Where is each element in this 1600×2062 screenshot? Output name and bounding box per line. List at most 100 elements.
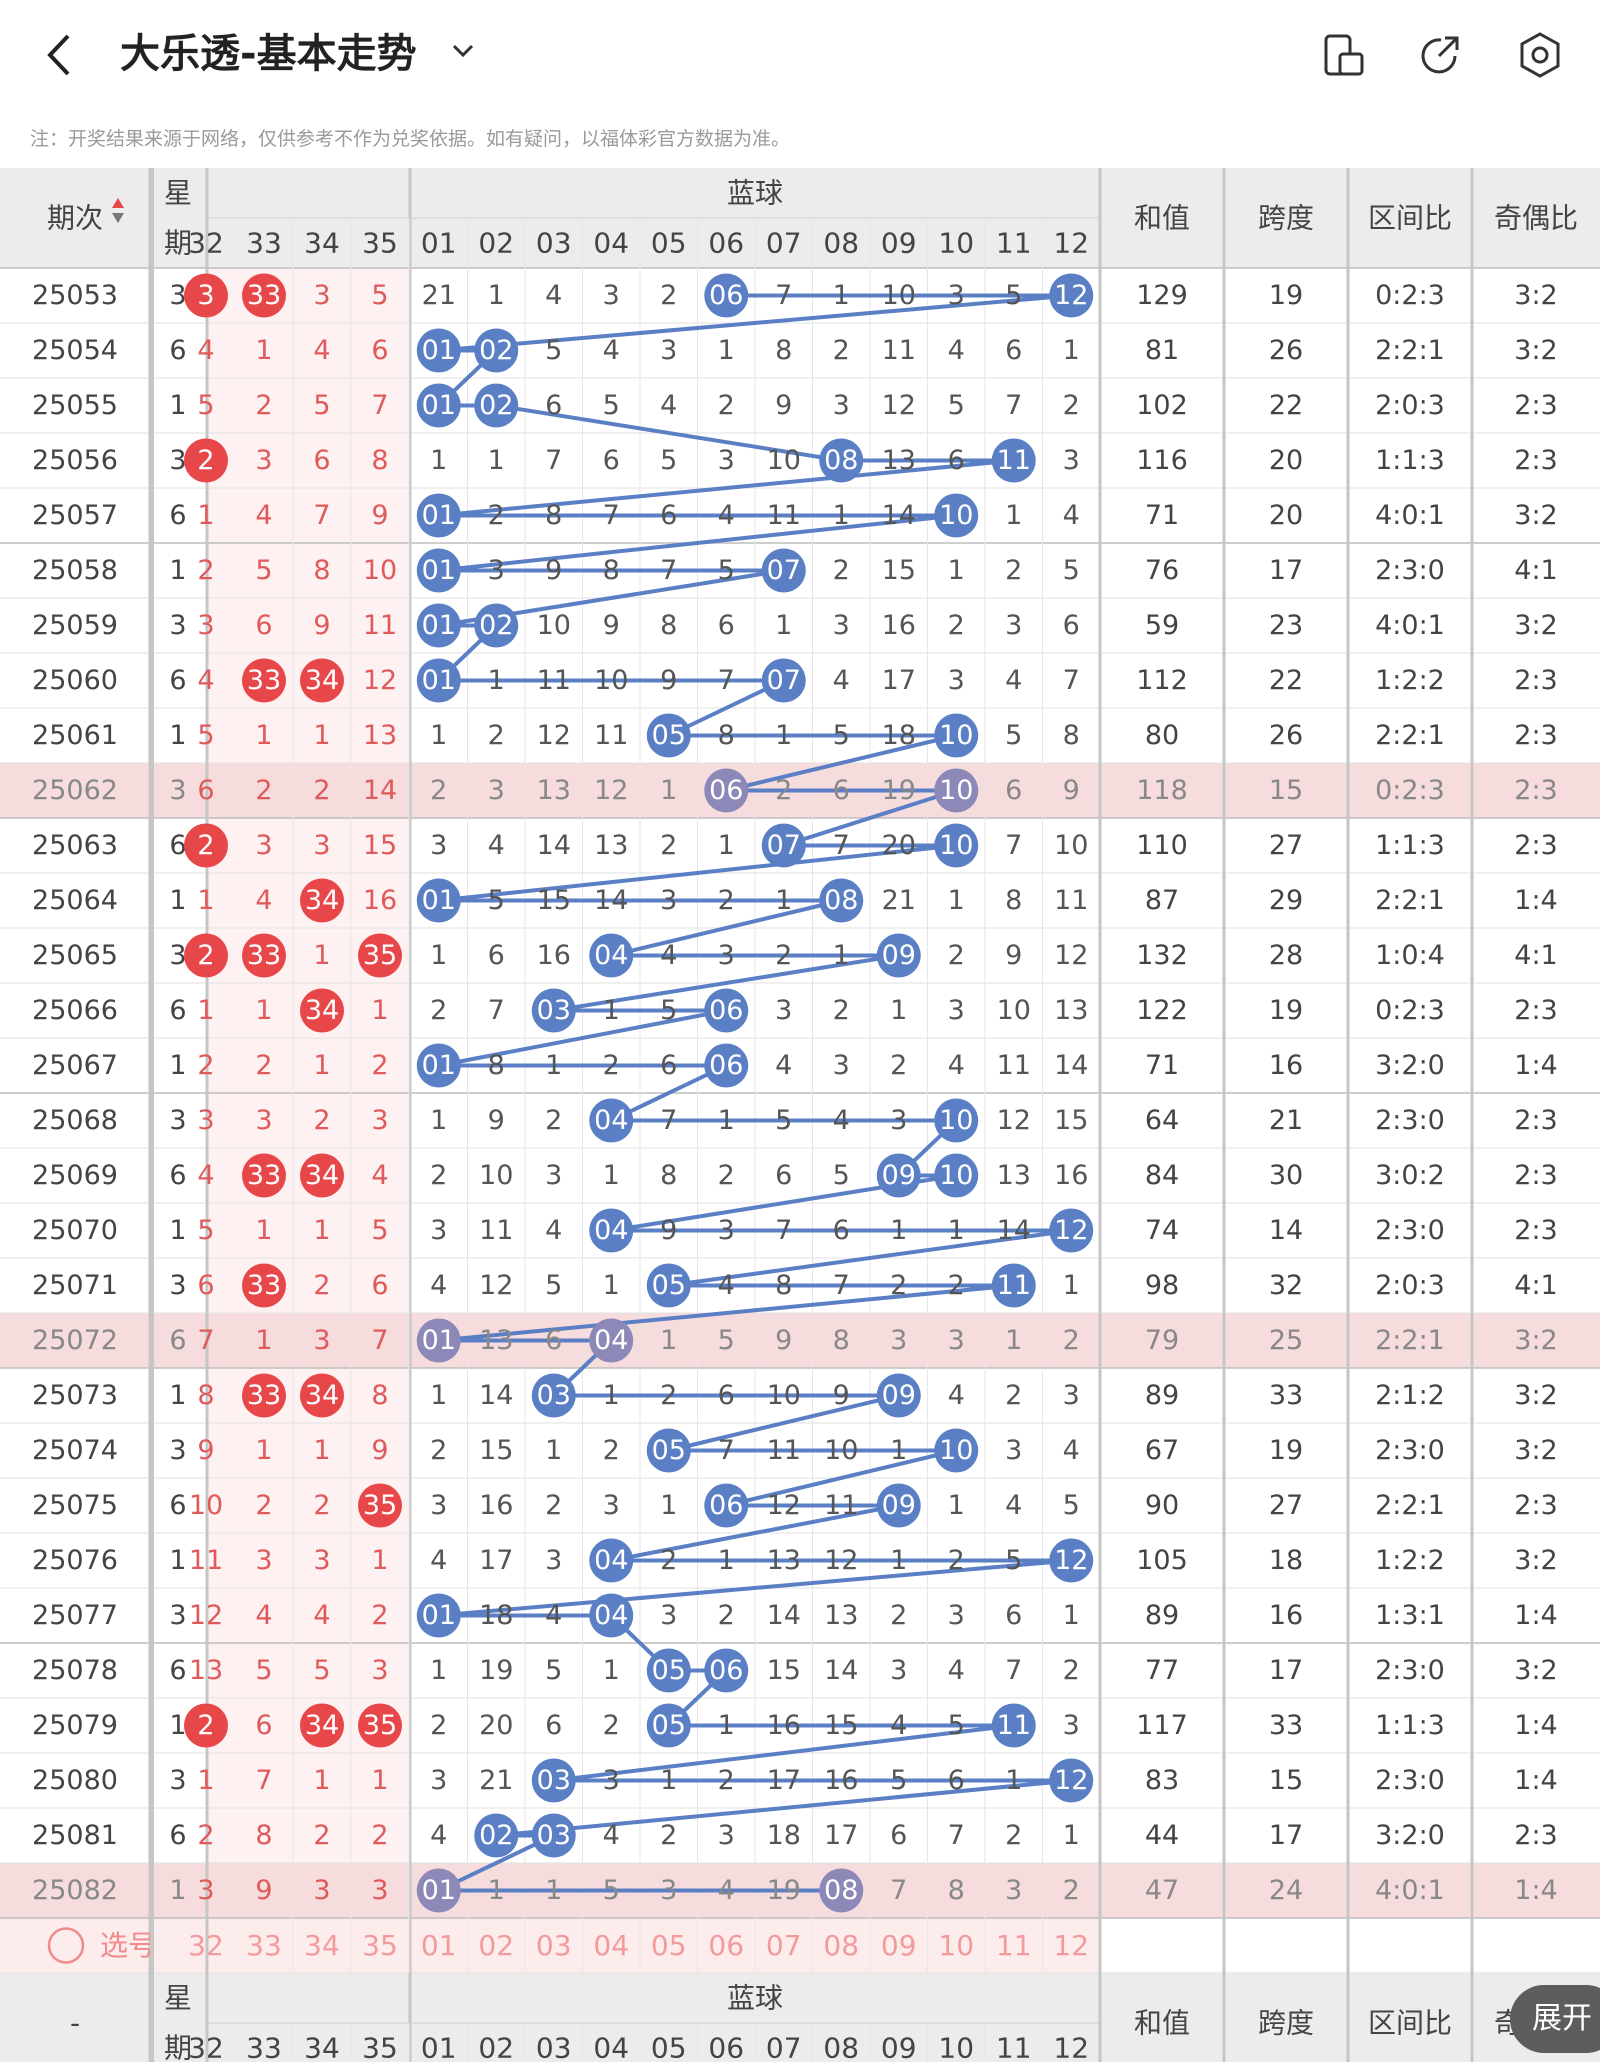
blue-ball: [704, 1483, 749, 1528]
select-blue-number[interactable]: 06: [708, 1929, 744, 1962]
weekday-cell: 6: [169, 500, 186, 531]
blue-ball: [819, 1868, 864, 1913]
sort-down-icon[interactable]: [112, 213, 124, 223]
front-cell: 3: [197, 1105, 214, 1136]
blue-cell: 4: [775, 1050, 792, 1081]
settings-button[interactable]: [1515, 30, 1565, 80]
blue-cell: 4: [430, 1820, 447, 1851]
blue-cell: 3: [833, 610, 850, 641]
blue-cell: 9: [660, 1215, 677, 1246]
blue-ball: [646, 1648, 691, 1693]
page-title[interactable]: 大乐透-基本走势: [120, 31, 417, 77]
select-blue-number[interactable]: 03: [536, 1929, 572, 1962]
table-row[interactable]: [0, 1313, 1600, 1368]
select-row[interactable]: [0, 1918, 1100, 1973]
front-cell: 4: [255, 1600, 272, 1631]
select-blue-number[interactable]: 01: [421, 1929, 457, 1962]
sum-cell: 47: [1145, 1875, 1179, 1906]
sort-up-icon[interactable]: [112, 198, 124, 208]
odd-even-cell: 2:3: [1514, 830, 1557, 861]
blue-cell: 3: [833, 390, 850, 421]
select-front-number[interactable]: 32: [188, 1929, 224, 1962]
blue-ball-number: 09: [882, 1160, 916, 1191]
expand-button[interactable]: 展开: [1510, 1985, 1600, 2053]
blue-cell: 2: [775, 775, 792, 806]
weekday-cell: 6: [169, 830, 186, 861]
zone-ratio-cell: 2:2:1: [1375, 720, 1445, 751]
blue-ball-number: 01: [422, 1875, 456, 1906]
blue-number-header: 09: [881, 227, 917, 260]
blue-cell: 7: [1005, 390, 1022, 421]
blue-cell: 6: [545, 1710, 562, 1741]
share-button[interactable]: [1415, 30, 1465, 80]
select-blue-number[interactable]: 12: [1053, 1929, 1089, 1962]
select-blue-number[interactable]: 11: [996, 1929, 1032, 1962]
red-ball: [300, 1153, 344, 1198]
front-cell: 4: [313, 1600, 330, 1631]
title-dropdown[interactable]: [450, 38, 476, 64]
front-number-header: 35: [362, 2032, 398, 2062]
blue-cell: 19: [479, 1655, 513, 1686]
blue-cell: 5: [1063, 1490, 1080, 1521]
blue-cell: 3: [890, 1105, 907, 1136]
select-blue-number[interactable]: 09: [881, 1929, 917, 1962]
odd-even-cell: 2:3: [1514, 1105, 1557, 1136]
period-cell: 25066: [32, 995, 118, 1026]
blue-number-header: 09: [881, 2032, 917, 2062]
blue-cell: 7: [545, 445, 562, 476]
zone-ratio-cell: 1:1:3: [1375, 830, 1445, 861]
weekday-cell: 3: [169, 1600, 186, 1631]
blue-number-header: 12: [1053, 2032, 1089, 2062]
select-front-number[interactable]: 33: [246, 1929, 282, 1962]
blue-ball: [819, 878, 864, 923]
front-zone-bg: [207, 708, 410, 763]
blue-ball: [416, 658, 461, 703]
front-cell: 2: [197, 555, 214, 586]
blue-cell: 3: [1005, 1875, 1022, 1906]
period-cell: 25075: [32, 1490, 118, 1521]
blue-cell: 4: [948, 1655, 965, 1686]
blue-cell: 1: [948, 885, 965, 916]
blue-ball: [474, 383, 519, 428]
blue-number-header: 12: [1053, 227, 1089, 260]
blue-cell: 2: [1063, 1875, 1080, 1906]
blue-number-header: 05: [651, 227, 687, 260]
front-number-header: 34: [304, 2032, 340, 2062]
blue-ball: [934, 1098, 979, 1143]
blue-cell: 1: [488, 445, 505, 476]
orientation-button[interactable]: [1318, 30, 1368, 80]
red-ball: [184, 438, 228, 483]
red-ball: [300, 878, 344, 923]
select-radio[interactable]: [47, 1927, 85, 1964]
red-ball-number: 34: [305, 1710, 339, 1741]
blue-cell: 14: [479, 1380, 513, 1411]
span-cell: 28: [1269, 940, 1303, 971]
front-zone-bg: [207, 1258, 410, 1313]
blue-cell: 6: [833, 775, 850, 806]
trend-line: [438, 513, 957, 573]
blue-cell: 1: [430, 1655, 447, 1686]
select-blue-number[interactable]: 02: [478, 1929, 514, 1962]
blue-cell: 1: [890, 1215, 907, 1246]
blue-ball: [531, 1373, 576, 1418]
red-ball: [242, 1263, 286, 1308]
select-blue-number[interactable]: 05: [651, 1929, 687, 1962]
select-front-number[interactable]: 35: [362, 1929, 398, 1962]
blue-ball-number: 06: [709, 280, 743, 311]
period-cell: 25065: [32, 940, 118, 971]
select-blue-number[interactable]: 08: [823, 1929, 859, 1962]
sum-cell: 118: [1136, 775, 1188, 806]
red-ball-number: 34: [305, 665, 339, 696]
blue-cell: 3: [1005, 1435, 1022, 1466]
span-cell: 17: [1269, 1820, 1303, 1851]
select-front-number[interactable]: 34: [304, 1929, 340, 1962]
select-blue-number[interactable]: 04: [593, 1929, 629, 1962]
back-button[interactable]: [40, 30, 80, 80]
blue-cell: 8: [488, 1050, 505, 1081]
blue-ball-number: 06: [709, 1050, 743, 1081]
blue-cell: 2: [718, 390, 735, 421]
blue-cell: 2: [488, 500, 505, 531]
blue-cell: 5: [488, 885, 505, 916]
select-blue-number[interactable]: 07: [766, 1929, 802, 1962]
select-blue-number[interactable]: 10: [938, 1929, 974, 1962]
